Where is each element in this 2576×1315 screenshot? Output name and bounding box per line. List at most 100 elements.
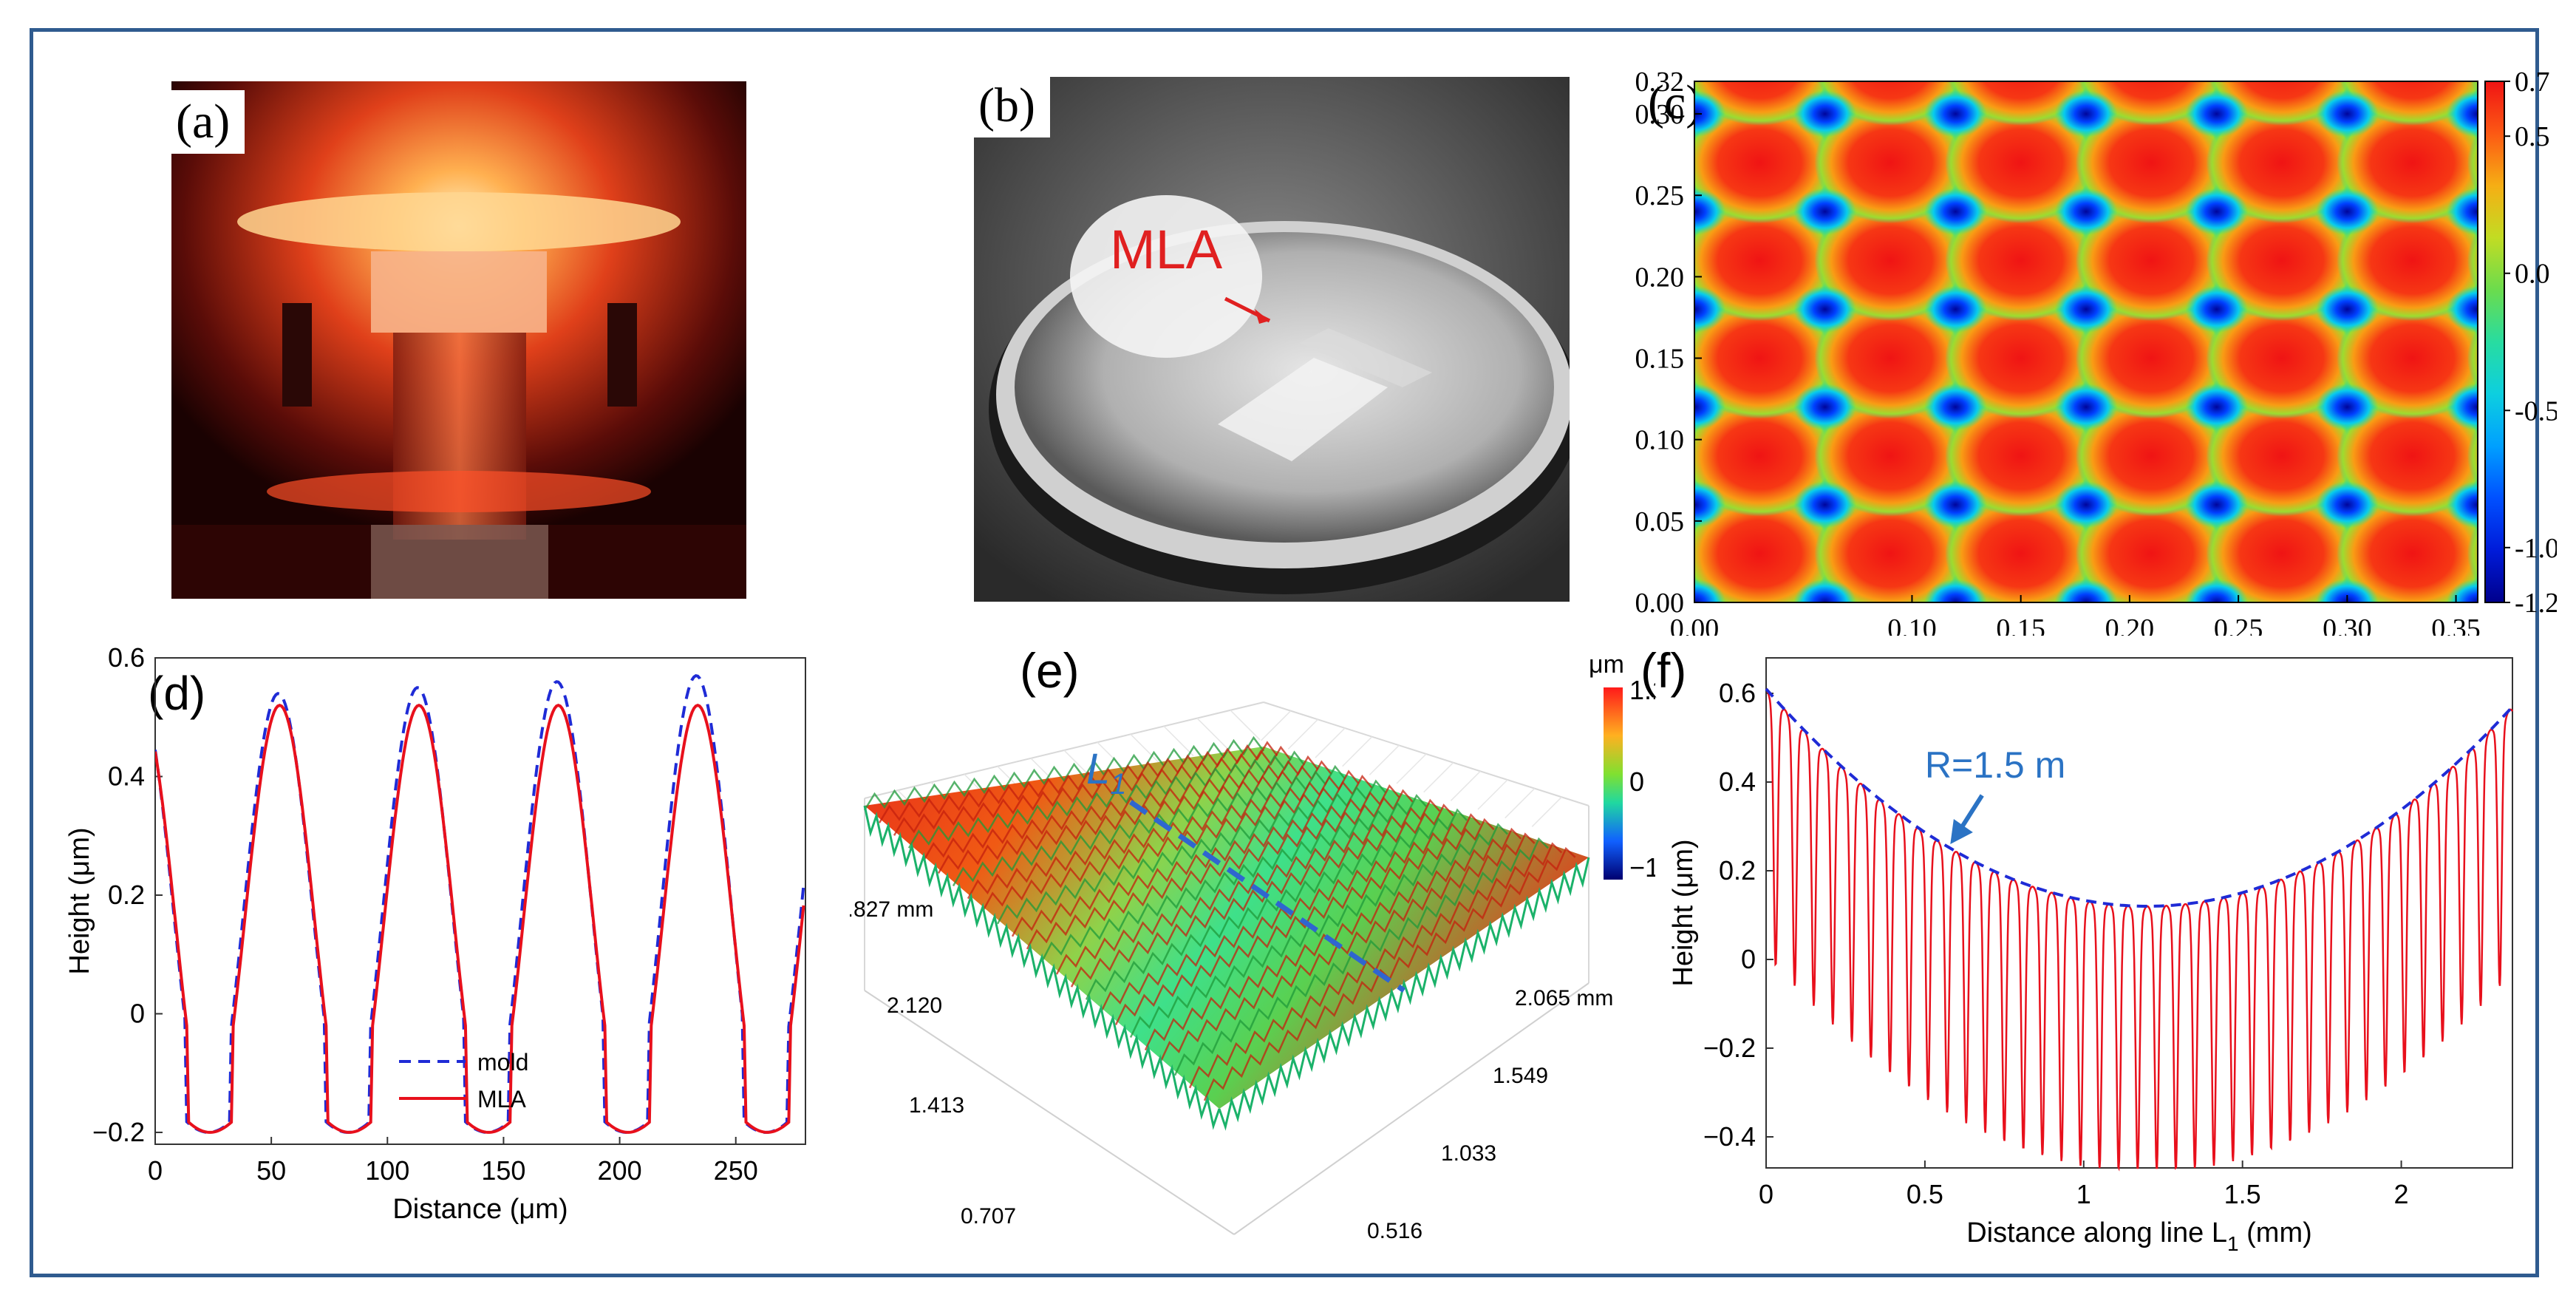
lens-valley [2446,285,2478,333]
grid-line [1369,744,1400,775]
lens-peak [1945,200,2097,322]
lens-valley [1924,481,1987,529]
y-tick-label: 0.00 [1635,588,1685,619]
y-axis-label: Height (μm) [64,827,95,974]
lens-valley [1793,481,1857,529]
lens-valley [1793,579,1857,602]
grid-line [1315,727,1346,758]
lens-peak [1945,395,2097,517]
lens-valley [2446,188,2478,235]
y-tick-label: −0.2 [92,1117,145,1147]
x-tick-label: 0.15 [1996,614,2045,636]
lens-peak [1945,102,2097,224]
lens-valley [1694,188,1726,235]
lens-peak [1945,297,2097,419]
x-tick-label: 100 [365,1155,409,1186]
surface-ridge [1159,832,1536,1064]
lens-valley [2315,285,2379,333]
legend-label-mla: MLA [477,1086,526,1112]
x-tick-label: 0 [1759,1179,1773,1209]
lens-valley [1924,188,1987,235]
lens-peak [2467,523,2478,585]
floor-edge [1233,982,1589,1235]
x-tick-label: 0 [148,1155,163,1186]
lens-peak [2075,102,2227,224]
x-tick-label: 50 [256,1155,286,1186]
grid-line [1531,796,1562,827]
surface-ridge [893,745,1292,836]
surface-ridge [1085,808,1468,1000]
colorbar-tick-label: −1.28 [1629,852,1655,883]
lens-valley [1924,90,1987,137]
panel-label-c: (c) [1648,75,1702,129]
series-envelope [1765,687,2514,908]
colorbar-tick-label: 0.5 [2515,121,2550,152]
grid-line [1477,779,1508,810]
y-tick-label: 0.6 [1719,678,1756,708]
x-tick-label: 250 [714,1155,758,1186]
grid-line [1287,718,1318,750]
lens-peak [1694,425,1706,487]
surface-ridge [922,755,1319,861]
lens-peak [2206,200,2358,322]
x-tick-label: 0.35 [2431,614,2481,636]
axis1-tick-label: 1.413 [909,1093,964,1118]
x-tick-label: 0.00 [1670,614,1720,636]
line-chart-f: (f) 0 0.5 1 1.5 2 −0.4 −0.2 0 0.2 0.4 0.6 Distance … [1640,643,2514,1255]
y-axis-label: Height (μm) [1668,839,1699,986]
colorbar-tick-label: 0.0 [2515,259,2550,290]
lens-valley [1793,285,1857,333]
lens-valley [2054,90,2118,137]
x-tick-label: 0.25 [2214,614,2263,636]
x-tick-label: 1.5 [2224,1179,2261,1209]
surface-ridge [907,750,1305,849]
panel-label-e: (e) [1020,643,1080,698]
axis2-tick-label: 0.516 [1367,1219,1422,1243]
lens-peak [2337,297,2478,419]
x-tick-label: 1 [2076,1179,2091,1209]
lens-valley [2185,579,2249,602]
lens-valley [1694,90,1726,137]
surface-edge-left [863,805,1221,1130]
colorbar-tick-label: -1.0 [2515,533,2557,564]
x-tick-label: 200 [598,1155,642,1186]
lens-valley [2185,188,2249,235]
lens-peak [2337,492,2478,602]
y-tick-label: 0.25 [1635,180,1685,211]
lens-peak [2206,102,2358,224]
photo-panel-b [974,77,1570,602]
furnace-photo [171,81,746,599]
heatmap-chart-c: (c) 0.000.050.100.150.200.250.300.32mm0.… [1635,67,2558,636]
surface-ridge [1011,784,1400,937]
lens-peak [2075,200,2227,322]
lens-peak [1814,395,1966,517]
lens-valley [1694,481,1726,529]
lens-valley [1793,383,1857,431]
lens-peak [2467,425,2478,487]
lens-valley [2315,383,2379,431]
lens-peak [2206,395,2358,517]
lens-valley [2446,90,2478,137]
lens-peak [2075,492,2227,602]
y-tick-label: 0.20 [1635,262,1685,293]
lens-peak [1945,492,2097,602]
x-axis-label: Distance (μm) [392,1194,568,1225]
lens-peak [1814,492,1966,602]
lens-peak [1694,229,1706,291]
photo-panel-a [171,81,746,599]
y-tick-label: 0.05 [1635,506,1685,537]
surface-ridge [981,774,1373,912]
lens-peak [2337,200,2478,322]
x-tick-label: 2 [2394,1179,2409,1209]
panel-label-b: (b) [974,74,1050,137]
lens-valley [2054,188,2118,235]
lens-peak [2467,132,2478,194]
y-tick-label: −0.4 [1703,1121,1756,1152]
colorbar-tick-label: -1.2 [2515,588,2557,619]
line-chart-d: (d) 0 50 100 150 200 250−0.200.20.40.6Distanc… [64,642,806,1225]
lens-valley [2315,481,2379,529]
surface-body [865,747,1589,1109]
legend-label-mold: mold [477,1049,528,1076]
x-tick-label: 0.5 [1907,1179,1943,1209]
grid-line [1450,770,1481,801]
